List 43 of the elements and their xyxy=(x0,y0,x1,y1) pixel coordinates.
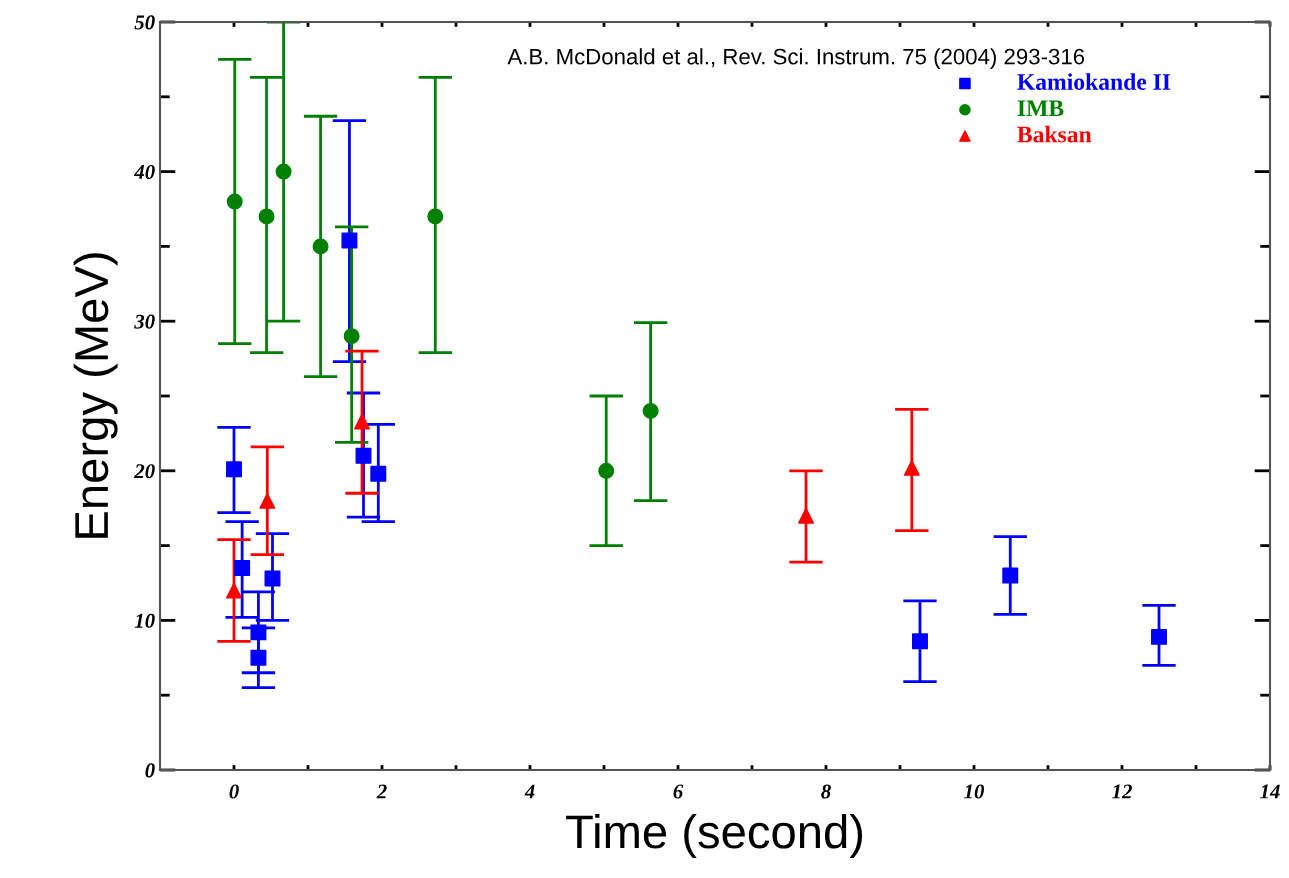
x-axis-title: Time (second) xyxy=(566,813,863,858)
point xyxy=(250,624,267,641)
legend-label: Baksan xyxy=(1017,125,1092,143)
x-tick-label: 10 xyxy=(964,784,985,799)
point xyxy=(642,402,659,419)
point xyxy=(798,507,814,524)
point xyxy=(258,208,275,225)
point xyxy=(259,492,276,509)
y-axis-title: Energy (MeV) xyxy=(73,253,118,538)
point xyxy=(354,413,370,430)
point xyxy=(341,232,358,249)
point xyxy=(1002,567,1019,584)
point xyxy=(343,328,360,345)
y-tick-label: 40 xyxy=(133,164,155,180)
point xyxy=(226,461,242,478)
x-tick-label: 0 xyxy=(229,784,239,799)
point xyxy=(226,193,243,210)
y-tick-label: 30 xyxy=(134,314,155,329)
x-tick-label: 8 xyxy=(821,784,831,799)
point xyxy=(1151,628,1167,645)
point xyxy=(275,163,292,180)
legend-label: IMB xyxy=(1017,100,1064,117)
x-tick-label: 2 xyxy=(376,784,387,799)
point xyxy=(427,208,444,225)
x-tick-label: 12 xyxy=(1112,784,1132,799)
legend-label: Kamiokande II xyxy=(1017,73,1171,90)
x-tick-label: 14 xyxy=(1260,784,1280,799)
point xyxy=(312,238,329,255)
point xyxy=(912,633,928,650)
point xyxy=(903,459,920,476)
x-tick-label: 6 xyxy=(673,784,684,799)
point xyxy=(598,462,615,479)
y-tick-label: 20 xyxy=(134,464,155,479)
point xyxy=(370,465,387,482)
point xyxy=(250,649,267,666)
y-tick-label: 50 xyxy=(134,15,155,30)
y-tick-label: 0 xyxy=(145,763,155,778)
annotation: A.B. McDonald et al., Rev. Sci. Instrum. 75 (2004) 293-316 xyxy=(507,48,1085,69)
x-tick-label: 4 xyxy=(524,784,535,799)
point xyxy=(226,582,242,599)
y-tick-label: 10 xyxy=(134,613,155,628)
point xyxy=(234,560,251,577)
point xyxy=(355,447,372,464)
